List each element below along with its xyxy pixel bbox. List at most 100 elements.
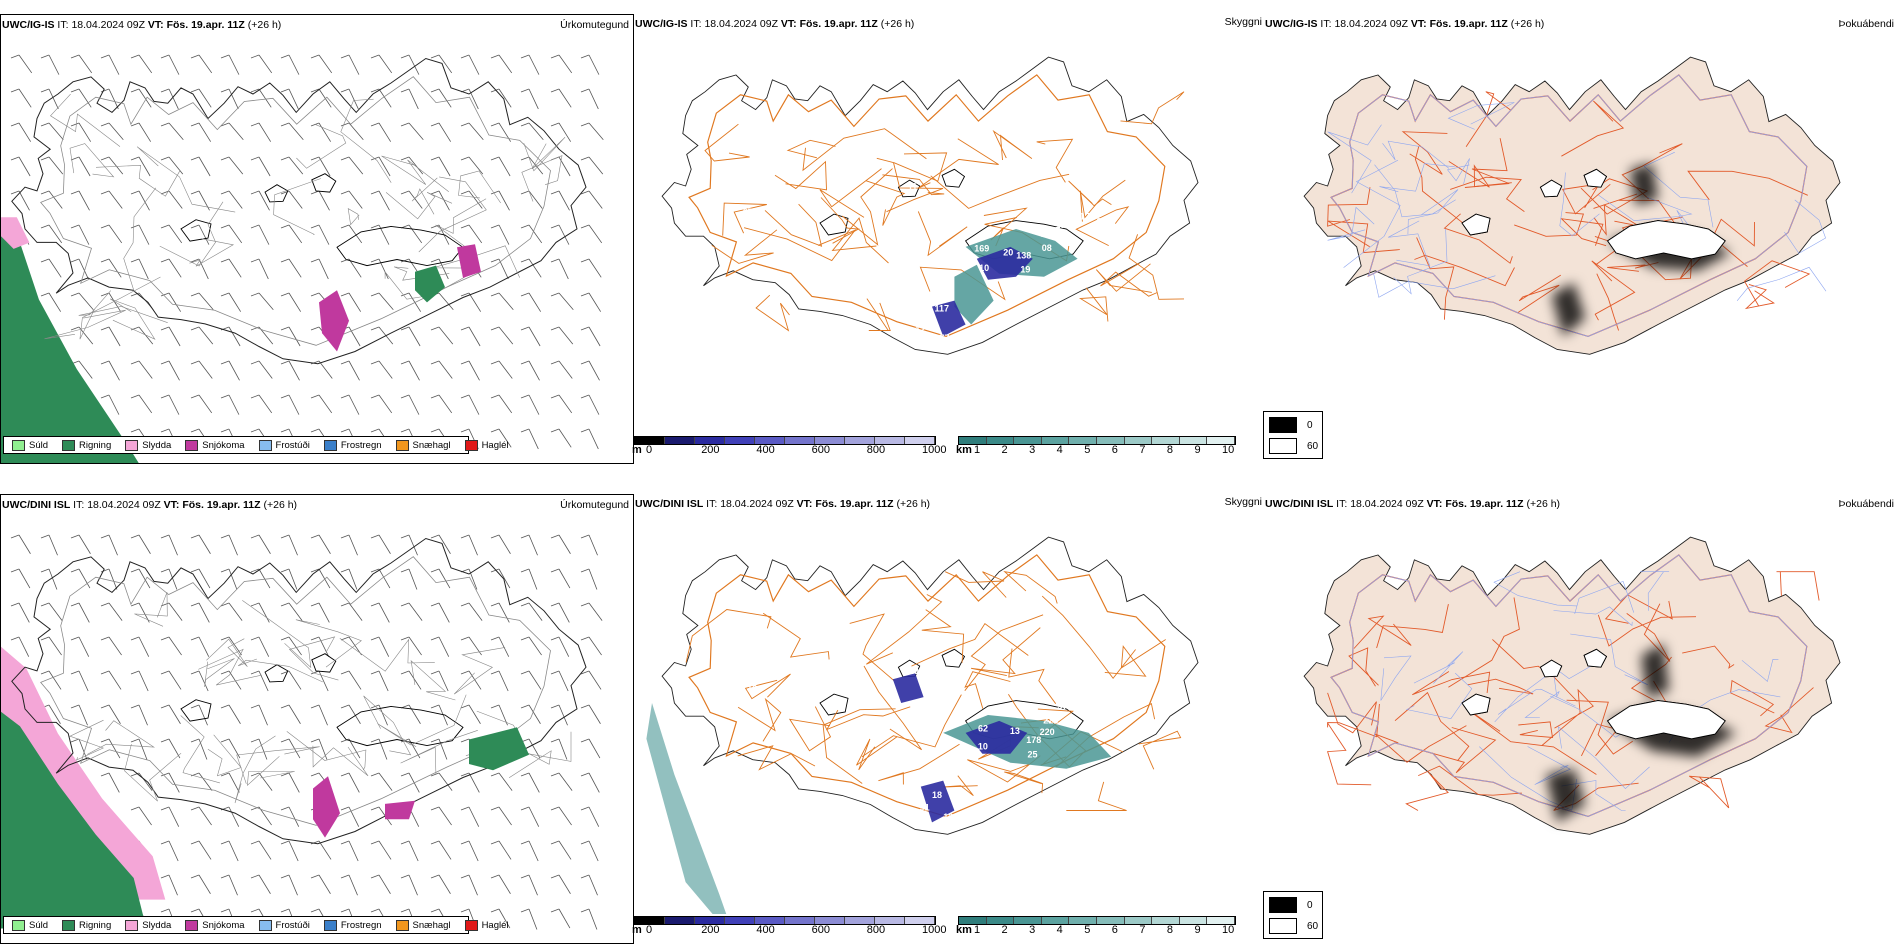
ceiling-label: 11 — [908, 182, 918, 192]
glacier-outline — [336, 705, 464, 747]
panel-type-label: Þokuábendi — [1838, 498, 1894, 510]
visibility-colorbar: km 1 2 3 4 5 6 7 8 9 10 — [956, 436, 1236, 460]
colorbar-tick: 7 — [1139, 444, 1146, 456]
glacier-outline — [1539, 179, 1563, 198]
fog-legend-swatch — [1269, 438, 1297, 454]
low-ceiling-area — [892, 673, 924, 703]
precip-legend: Súld Rigning Slydda Snjókoma Frostúði Frostre… — [3, 436, 509, 454]
colorbar-cell — [1041, 437, 1070, 444]
colorbar-cell — [755, 437, 785, 444]
colorbar-cell — [695, 437, 725, 444]
fog-legend-item: 0 — [1269, 417, 1313, 433]
colorbar-cell — [1124, 917, 1153, 924]
fog-map — [1303, 536, 1841, 835]
ceiling-label: 12 — [747, 683, 757, 693]
colorbar-tick: 3 — [1029, 924, 1036, 936]
fog-legend-item: 60 — [1269, 918, 1318, 934]
ceiling-label: 18 — [932, 790, 942, 800]
glacier-outline — [1583, 648, 1608, 668]
glacier-outline — [819, 213, 849, 236]
ceiling-label: 91 — [920, 803, 930, 813]
colorbar-tick: 200 — [701, 444, 720, 456]
precip-spot — [457, 244, 481, 278]
legend-item: Frostregn — [323, 439, 382, 451]
glacier-outline — [311, 653, 337, 673]
legend-swatch — [464, 439, 478, 451]
colorbar-cell — [1096, 437, 1125, 444]
panel-title: UWC/IG-IS IT: 18.04.2024 09Z VT: Fös. 19… — [1265, 18, 1545, 30]
iceland-coastline — [1303, 56, 1841, 355]
colorbar-tick: 0 — [646, 924, 653, 936]
legend-item: Slydda — [125, 439, 171, 451]
legend-label: Snæhagl — [412, 919, 451, 931]
precip-spot — [385, 800, 415, 820]
legend-item: Haglél — [464, 919, 509, 931]
precip-spot — [319, 290, 349, 352]
ceiling-label: 138 — [1016, 250, 1031, 260]
iceland-coastline — [1303, 536, 1841, 835]
colorbar-cell — [1207, 437, 1235, 444]
colorbar-unit: km — [956, 924, 972, 936]
legend-swatch — [62, 439, 76, 451]
low-ceiling-area — [920, 780, 955, 823]
legend-swatch — [395, 919, 409, 931]
colorbar-cell — [1179, 917, 1208, 924]
colorbar-cell — [725, 917, 755, 924]
legend-label: Rigning — [79, 439, 112, 451]
legend-item: Haglél — [464, 439, 509, 451]
colorbar-strip — [958, 916, 1236, 925]
colorbar-tick: 5 — [1084, 924, 1091, 936]
fog-legend-item: 0 — [1269, 897, 1313, 913]
colorbar-tick: 800 — [866, 444, 886, 456]
colorbar-cell — [725, 437, 755, 444]
iceland-coastline — [661, 56, 1199, 355]
colorbar-tick: 4 — [1056, 444, 1063, 456]
fog-panel-row2: UWC/DINI ISL IT: 18.04.2024 09Z VT: Fös.… — [1263, 494, 1900, 944]
colorbar-cell — [959, 437, 987, 444]
legend-swatch — [464, 919, 478, 931]
panel-title: UWC/DINI ISL IT: 18.04.2024 09Z VT: Fös.… — [2, 499, 298, 511]
panel-title: UWC/IG-IS IT: 18.04.2024 09Z VT: Fös. 19… — [2, 19, 282, 31]
precip-map — [1, 54, 604, 463]
legend-item: Súld — [12, 919, 49, 931]
fog-legend-swatch — [1269, 417, 1297, 433]
ceiling-label: 178 — [1026, 735, 1041, 745]
colorbar-tick: 8 — [1166, 924, 1173, 936]
ceiling-label: 17 — [1080, 212, 1090, 222]
legend-label: Súld — [29, 919, 49, 931]
legend-item: Rigning — [62, 919, 111, 931]
glacier-outline — [897, 179, 921, 198]
fog-legend-swatch — [1269, 897, 1297, 913]
legend-label: Haglél — [481, 919, 509, 931]
ceiling-label: 13 — [1010, 726, 1020, 736]
colorbar-cell — [905, 917, 935, 924]
ceiling-label: 67 — [743, 207, 753, 217]
legend-label: Frostúði — [275, 919, 310, 931]
colorbar-cell — [1014, 917, 1042, 924]
colorbar-cell — [785, 437, 815, 444]
colorbar-cell — [1207, 917, 1235, 924]
legend-item: Frostregn — [323, 919, 382, 931]
colorbar-tick: 1000 — [922, 924, 947, 936]
legend-item: Slydda — [125, 919, 171, 931]
fog-panel-row1: UWC/IG-IS IT: 18.04.2024 09Z VT: Fös. 19… — [1263, 14, 1900, 464]
legend-swatch — [258, 439, 272, 451]
fog-legend-label: 60 — [1307, 440, 1319, 452]
ceiling-label: 77 — [939, 333, 949, 343]
legend-label: Frostregn — [340, 919, 382, 931]
colorbar-unit: m — [632, 444, 642, 456]
glacier-outline — [941, 168, 966, 188]
road-network — [1327, 74, 1827, 337]
colorbar-cell — [1069, 437, 1097, 444]
panel-title: UWC/DINI ISL IT: 18.04.2024 09Z VT: Fös.… — [635, 498, 931, 510]
glacier-outline — [941, 648, 966, 668]
colorbar-cell — [845, 917, 875, 924]
legend-item: Snjókoma — [185, 439, 245, 451]
colorbar-tick: 600 — [811, 924, 830, 936]
colorbar-cell — [875, 917, 905, 924]
visibility-map: 169 20 08 138 19 17 10 117 12 77 17 6 10 67 11 — [661, 56, 1199, 355]
colorbar-cell — [665, 437, 695, 444]
visibility-colorbar: km 1 2 3 4 5 6 7 8 9 10 — [956, 916, 1236, 940]
ceiling-colorbar: m 0 200 400 600 800 1000 — [632, 916, 946, 940]
